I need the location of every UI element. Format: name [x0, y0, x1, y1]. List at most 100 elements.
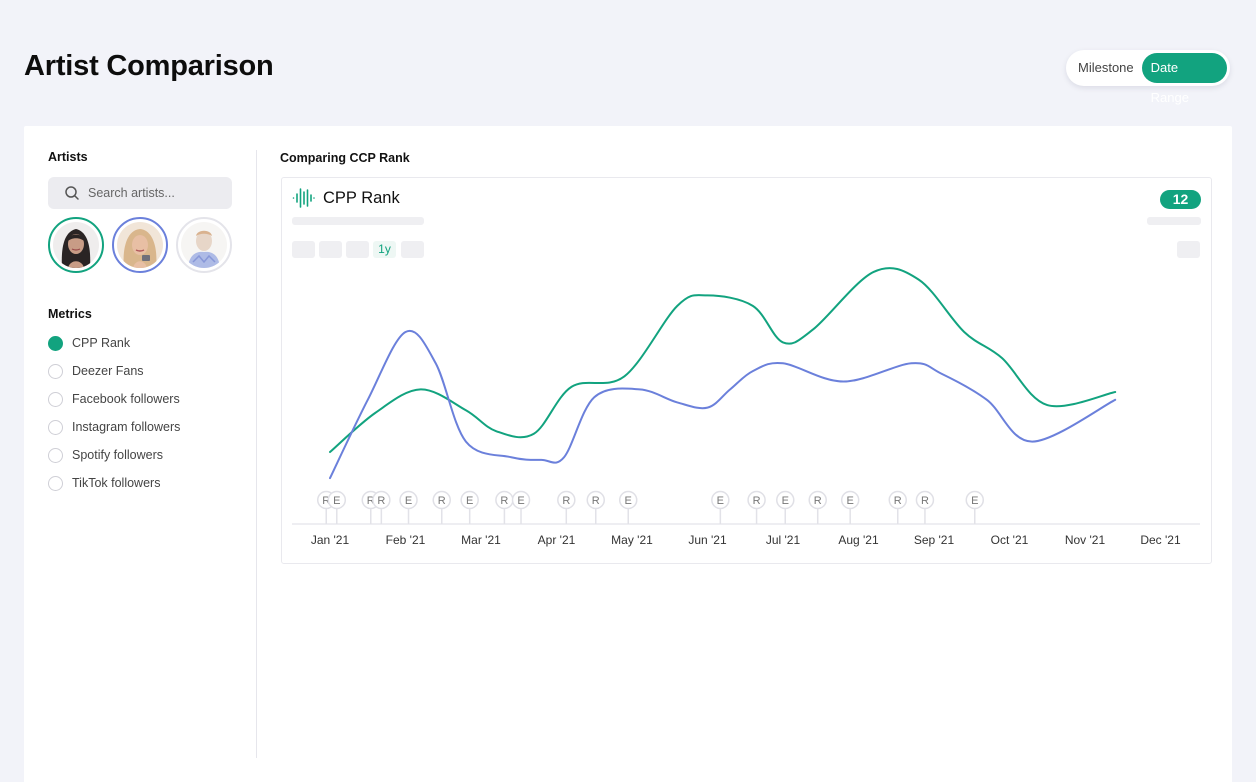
page-title: Artist Comparison: [24, 50, 274, 82]
event-marker-event: [460, 490, 479, 510]
event-marker-label: R: [894, 495, 902, 507]
comparison-card: Artists: [24, 126, 1232, 782]
x-tick-label: Mar '21: [461, 533, 501, 547]
event-marker-label: E: [333, 495, 340, 507]
search-icon: [65, 186, 79, 200]
metric-option-facebook-followers[interactable]: Facebook followers: [48, 385, 232, 413]
event-marker-label: R: [322, 495, 330, 507]
metric-option-instagram-followers[interactable]: Instagram followers: [48, 413, 232, 441]
metric-option-deezer-fans[interactable]: Deezer Fans: [48, 357, 232, 385]
event-marker-event: [399, 490, 418, 510]
artist-avatars: [48, 217, 232, 273]
event-marker-label: R: [814, 495, 822, 507]
metric-option-tiktok-followers[interactable]: TikTok followers: [48, 469, 232, 497]
x-tick-label: Jan '21: [311, 533, 350, 547]
x-tick-label: Jul '21: [766, 533, 801, 547]
chart-metric-name: CPP Rank: [323, 188, 400, 207]
artist-photo: [117, 222, 163, 268]
metric-option-cpp-rank[interactable]: CPP Rank: [48, 329, 232, 357]
artist-search[interactable]: [48, 177, 232, 209]
radio[interactable]: [48, 447, 63, 463]
event-marker-release: [557, 490, 576, 510]
event-marker-label: E: [847, 495, 854, 507]
x-tick-label: May '21: [611, 533, 653, 547]
sidebar: Artists: [48, 150, 232, 497]
event-marker-label: E: [717, 495, 724, 507]
event-marker-event: [840, 490, 860, 510]
artist-photo: [181, 222, 227, 268]
range-button[interactable]: [292, 241, 315, 258]
event-marker-event: [776, 490, 795, 510]
event-marker-release: [747, 490, 766, 510]
radio[interactable]: [48, 419, 63, 435]
event-marker-label: R: [438, 495, 446, 507]
event-marker-release: [432, 490, 451, 510]
metric-label: Instagram followers: [72, 420, 181, 434]
event-marker-label: E: [625, 495, 632, 507]
artist-photo: [53, 222, 99, 268]
metrics-list: CPP Rank Deezer Fans Facebook followers …: [48, 329, 232, 497]
range-button[interactable]: [346, 241, 369, 258]
range-button[interactable]: [319, 241, 342, 258]
waveform-icon: [292, 188, 315, 208]
search-input[interactable]: [88, 186, 218, 200]
event-marker-label: R: [592, 495, 600, 507]
event-marker-label: R: [921, 495, 929, 507]
x-tick-label: Dec '21: [1140, 533, 1181, 547]
event-marker-release: [586, 490, 606, 510]
event-marker-label: R: [377, 495, 385, 507]
event-marker-label: E: [971, 495, 978, 507]
milestone-option[interactable]: Milestone: [1078, 60, 1134, 75]
event-marker-release: [372, 490, 391, 510]
range-button[interactable]: [401, 241, 424, 258]
event-marker-label: R: [753, 495, 761, 507]
metric-option-spotify-followers[interactable]: Spotify followers: [48, 441, 232, 469]
x-tick-label: Aug '21: [838, 533, 879, 547]
event-marker-event: [618, 490, 638, 510]
event-marker-event: [327, 490, 347, 510]
event-marker-label: E: [405, 495, 412, 507]
series-line-1: [329, 267, 1117, 454]
subtitle-placeholder: [292, 217, 424, 225]
radio[interactable]: [48, 363, 63, 379]
event-marker-label: R: [562, 495, 570, 507]
series-line-2: [329, 329, 1117, 480]
artist-avatar[interactable]: [176, 217, 232, 273]
radio[interactable]: [48, 391, 63, 407]
range-button-1y[interactable]: 1y: [373, 241, 396, 258]
x-tick-label: Jun '21: [688, 533, 727, 547]
chart-heading: Comparing CCP Rank: [280, 151, 410, 165]
event-marker-label: E: [466, 495, 473, 507]
radio-selected[interactable]: [48, 335, 63, 351]
event-marker-event: [965, 490, 985, 510]
metric-label: TikTok followers: [72, 476, 161, 490]
rank-badge: 12: [1160, 190, 1201, 209]
radio[interactable]: [48, 475, 63, 491]
event-marker-event: [511, 490, 531, 510]
metrics-title: Metrics: [48, 307, 92, 321]
artist-avatar[interactable]: [112, 217, 168, 273]
panel-divider: [256, 150, 257, 758]
x-tick-label: Nov '21: [1065, 533, 1106, 547]
event-marker-release: [888, 490, 908, 510]
metric-label: CPP Rank: [72, 336, 131, 350]
view-mode-toggle: Milestone Date Range: [1066, 50, 1230, 105]
metric-label: Spotify followers: [72, 448, 164, 462]
metric-label: Facebook followers: [72, 392, 180, 406]
artist-avatar[interactable]: [48, 217, 104, 273]
chart-card: CPP Rank 12 1y R E R R E R E R E R R E E R E R E R R E Jan '…: [281, 177, 1212, 564]
chart-menu-button[interactable]: [1177, 241, 1200, 258]
event-marker-label: E: [782, 495, 789, 507]
artists-title: Artists: [48, 150, 88, 164]
date-range-option[interactable]: Date Range: [1141, 53, 1227, 105]
event-marker-release: [808, 490, 827, 510]
x-tick-label: Oct '21: [991, 533, 1029, 547]
event-marker-label: E: [517, 495, 524, 507]
event-marker-release: [915, 490, 935, 510]
event-marker-label: R: [367, 495, 375, 507]
x-tick-label: Apr '21: [538, 533, 576, 547]
chart-metric-label: CPP Rank: [292, 187, 400, 209]
event-marker-event: [711, 490, 730, 510]
badge-placeholder: [1147, 217, 1201, 225]
